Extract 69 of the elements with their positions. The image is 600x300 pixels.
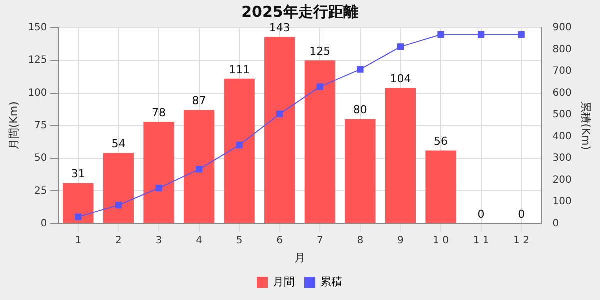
point [75,214,82,220]
bar [144,122,174,224]
y-tick-label: 25 [34,186,48,197]
y2-tick-label: 200 [552,174,572,186]
y-tick-label: 100 [28,88,48,99]
legend-label: 累積 [320,275,342,288]
bar [264,37,296,224]
x-tick-label: 1 0 [433,235,449,246]
x-tick-label: 1 1 [473,235,490,246]
y2-tick-label: 800 [552,44,572,56]
data-label: 80 [353,104,368,117]
bar [184,110,215,224]
data-label: 0 [518,208,526,222]
x-tick-label: 1 2 [514,235,530,246]
y-axis-title: 月間(Km) [7,102,20,150]
data-label: 31 [71,168,86,181]
point [316,84,324,90]
y2-axis-title: 累積(Km) [580,102,593,150]
legend-label: 月間 [273,275,295,288]
y2-tick-label: 400 [552,131,572,142]
x-tick-label: 2 [116,235,122,246]
point [196,166,203,173]
x-axis-title: 月 [294,251,306,264]
data-label: 54 [112,138,126,151]
bar [426,150,456,224]
y2-tick-label: 700 [552,66,572,78]
x-tick-label: 7 [316,235,324,246]
point [115,202,122,209]
x-tick-label: 4 [196,235,202,246]
point [357,66,364,73]
data-label: 111 [229,63,250,76]
data-label: 104 [390,72,412,86]
x-tick-label: 8 [357,235,364,246]
x-tick-label: 5 [236,235,243,246]
data-label: 87 [192,94,206,108]
y-tick-label: 50 [34,153,48,164]
point [397,44,404,50]
y2-tick-label: 900 [552,22,572,34]
y-tick-label: 150 [28,22,48,34]
x-tick-label: 6 [276,235,284,246]
point [518,31,525,38]
y2-tick-label: 600 [552,88,572,99]
point [478,31,485,38]
data-label: 78 [152,106,166,120]
bar [345,119,376,224]
data-label: 0 [478,208,485,222]
point [276,110,284,118]
point [236,142,243,149]
y2-tick-label: 500 [552,110,572,121]
chart-title: 2025年走行距離 [242,2,358,21]
data-label: 56 [434,135,448,148]
x-tick-label: 9 [398,235,404,246]
y-tick-label: 75 [34,120,48,132]
bar [304,60,336,224]
y-tick-label: 0 [40,218,48,230]
data-label: 125 [310,44,331,58]
bar [224,78,255,224]
y2-tick-label: 0 [552,218,560,230]
x-tick-label: 1 [75,235,82,246]
y2-tick-label: 100 [552,196,572,208]
bar [63,183,94,224]
x-tick-label: 3 [156,235,162,246]
point [438,31,444,38]
bar [103,153,134,224]
data-label: 143 [269,21,290,34]
point [156,185,162,192]
y2-tick-label: 300 [552,153,572,164]
bar [385,88,416,224]
y-tick-label: 125 [28,55,48,66]
